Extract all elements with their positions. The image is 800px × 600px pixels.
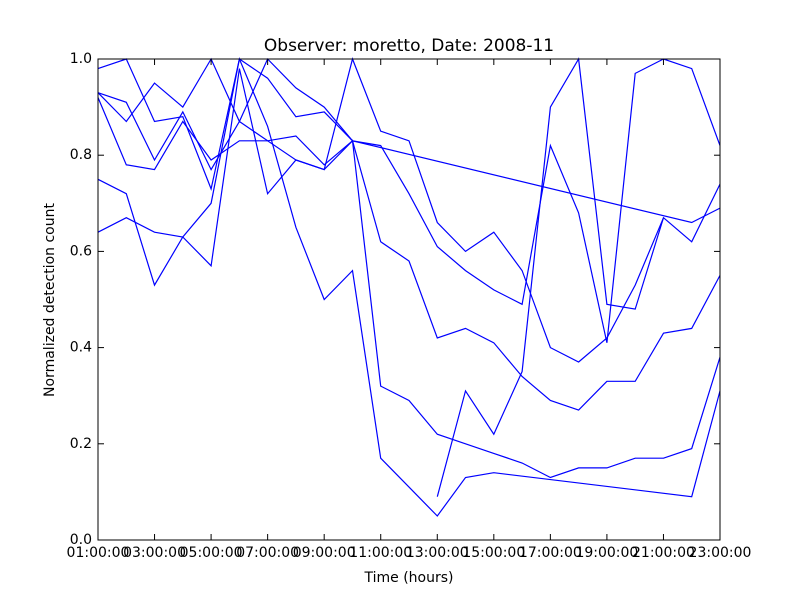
x-tick-label: 09:00:00 [293,545,356,561]
x-tick-label: 07:00:00 [236,545,299,561]
x-tick-label: 17:00:00 [519,545,582,561]
y-tick-label: 0.4 [70,340,92,356]
x-tick-label: 13:00:00 [406,545,469,561]
data-line [97,56,721,517]
chart-title: Observer: moretto, Date: 2008-11 [264,36,554,56]
plot-frame [97,58,721,541]
data-line [97,57,721,363]
y-axis-label: Normalized detection count [42,203,58,397]
y-tick-label: 0.8 [70,147,92,163]
data-line [97,92,721,411]
y-tick-label: 1.0 [70,51,92,67]
x-tick-label: 05:00:00 [180,545,243,561]
y-tick-label: 0.0 [70,532,92,548]
x-tick-label: 01:00:00 [67,545,130,561]
y-tick-label: 0.2 [70,436,92,452]
data-line [97,68,721,479]
x-tick-label: 15:00:00 [462,545,525,561]
y-tick-label: 0.6 [70,243,92,259]
x-tick-label: 03:00:00 [123,545,186,561]
x-tick-label: 19:00:00 [575,545,638,561]
data-line [97,58,721,343]
x-tick-label: 23:00:00 [689,545,752,561]
data-line [436,57,665,497]
x-tick-label: 11:00:00 [349,545,412,561]
x-axis-label: Time (hours) [364,570,454,586]
data-line [97,57,721,224]
x-tick-label: 21:00:00 [632,545,695,561]
